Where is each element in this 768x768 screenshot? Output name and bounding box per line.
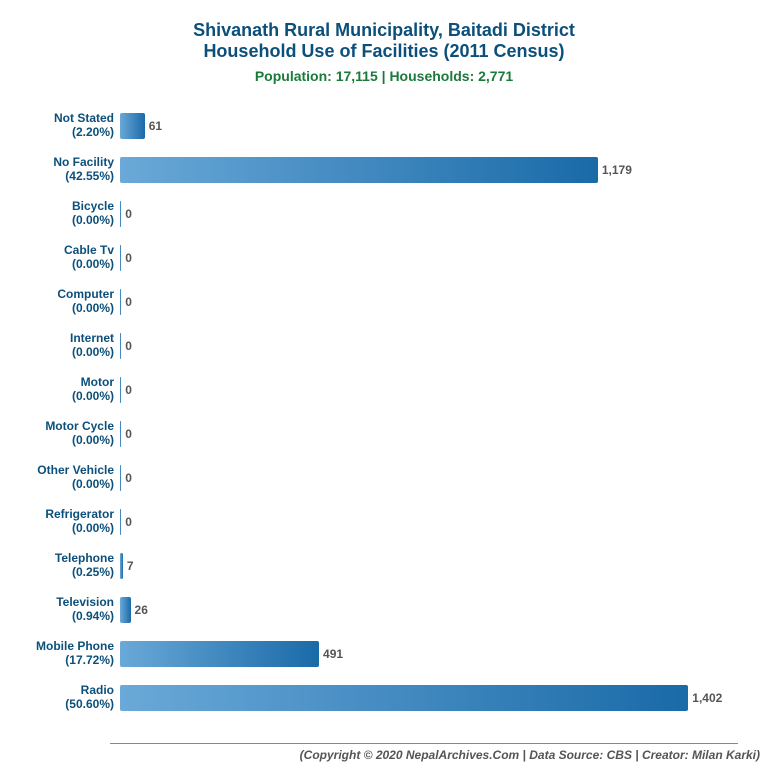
chart-container: Shivanath Rural Municipality, Baitadi Di… [0,0,768,768]
bar-track: 0 [120,465,728,491]
bar: 26 [120,597,131,623]
bar-label: Mobile Phone(17.72%) [15,640,120,668]
bar-label: Motor Cycle(0.00%) [15,420,120,448]
bar-track: 26 [120,597,728,623]
bar: 0 [120,333,121,359]
bar-row: Refrigerator(0.00%)0 [120,500,728,544]
bar-label: Computer(0.00%) [15,288,120,316]
bar-label: Other Vehicle(0.00%) [15,464,120,492]
chart-title: Shivanath Rural Municipality, Baitadi Di… [10,20,758,62]
bar-label: Bicycle(0.00%) [15,200,120,228]
bar-track: 1,402 [120,685,728,711]
bar-row: Television(0.94%)26 [120,588,728,632]
x-axis-baseline [110,743,738,744]
bar-track: 0 [120,421,728,447]
bar-track: 0 [120,289,728,315]
bar: 0 [120,465,121,491]
bar: 0 [120,245,121,271]
bar: 1,179 [120,157,598,183]
bar-value: 1,179 [598,163,632,177]
bar-value: 491 [319,647,343,661]
bar-label: Cable Tv(0.00%) [15,244,120,272]
bar-track: 61 [120,113,728,139]
bar: 0 [120,289,121,315]
bar-row: Radio(50.60%)1,402 [120,676,728,720]
title-line-1: Shivanath Rural Municipality, Baitadi Di… [10,20,758,41]
bar: 7 [120,553,123,579]
bar-value: 0 [121,207,132,221]
bar-value: 0 [121,383,132,397]
bar-row: Cable Tv(0.00%)0 [120,236,728,280]
bar-track: 0 [120,509,728,535]
bar: 491 [120,641,319,667]
bar-track: 0 [120,201,728,227]
bar-value: 26 [131,603,148,617]
title-line-2: Household Use of Facilities (2011 Census… [10,41,758,62]
bar-row: Motor(0.00%)0 [120,368,728,412]
bar: 0 [120,201,121,227]
bar: 1,402 [120,685,688,711]
bar-track: 7 [120,553,728,579]
bar-label: Telephone(0.25%) [15,552,120,580]
plot-area: Not Stated(2.20%)61No Facility(42.55%)1,… [120,104,728,720]
bar-label: No Facility(42.55%) [15,156,120,184]
bar: 61 [120,113,145,139]
bar-label: Refrigerator(0.00%) [15,508,120,536]
bar: 0 [120,509,121,535]
bar-row: Mobile Phone(17.72%)491 [120,632,728,676]
bar-row: Motor Cycle(0.00%)0 [120,412,728,456]
chart-footer: (Copyright © 2020 NepalArchives.Com | Da… [300,748,760,762]
bar-value: 0 [121,339,132,353]
bar-track: 1,179 [120,157,728,183]
bar-label: Television(0.94%) [15,596,120,624]
bar-row: No Facility(42.55%)1,179 [120,148,728,192]
bar-track: 0 [120,245,728,271]
bar-value: 61 [145,119,162,133]
bar-label: Not Stated(2.20%) [15,112,120,140]
bar-value: 7 [123,559,134,573]
bar-row: Other Vehicle(0.00%)0 [120,456,728,500]
bar-row: Telephone(0.25%)7 [120,544,728,588]
bar-label: Radio(50.60%) [15,684,120,712]
bar-track: 0 [120,333,728,359]
bar-track: 491 [120,641,728,667]
bar-row: Bicycle(0.00%)0 [120,192,728,236]
bar-value: 1,402 [688,691,722,705]
bar-row: Internet(0.00%)0 [120,324,728,368]
bar: 0 [120,377,121,403]
bar-label: Internet(0.00%) [15,332,120,360]
bar-value: 0 [121,251,132,265]
bar-value: 0 [121,295,132,309]
bar-value: 0 [121,471,132,485]
bar-row: Not Stated(2.20%)61 [120,104,728,148]
bar: 0 [120,421,121,447]
chart-subtitle: Population: 17,115 | Households: 2,771 [10,68,758,84]
bar-value: 0 [121,427,132,441]
bar-value: 0 [121,515,132,529]
bar-label: Motor(0.00%) [15,376,120,404]
bar-row: Computer(0.00%)0 [120,280,728,324]
bar-track: 0 [120,377,728,403]
